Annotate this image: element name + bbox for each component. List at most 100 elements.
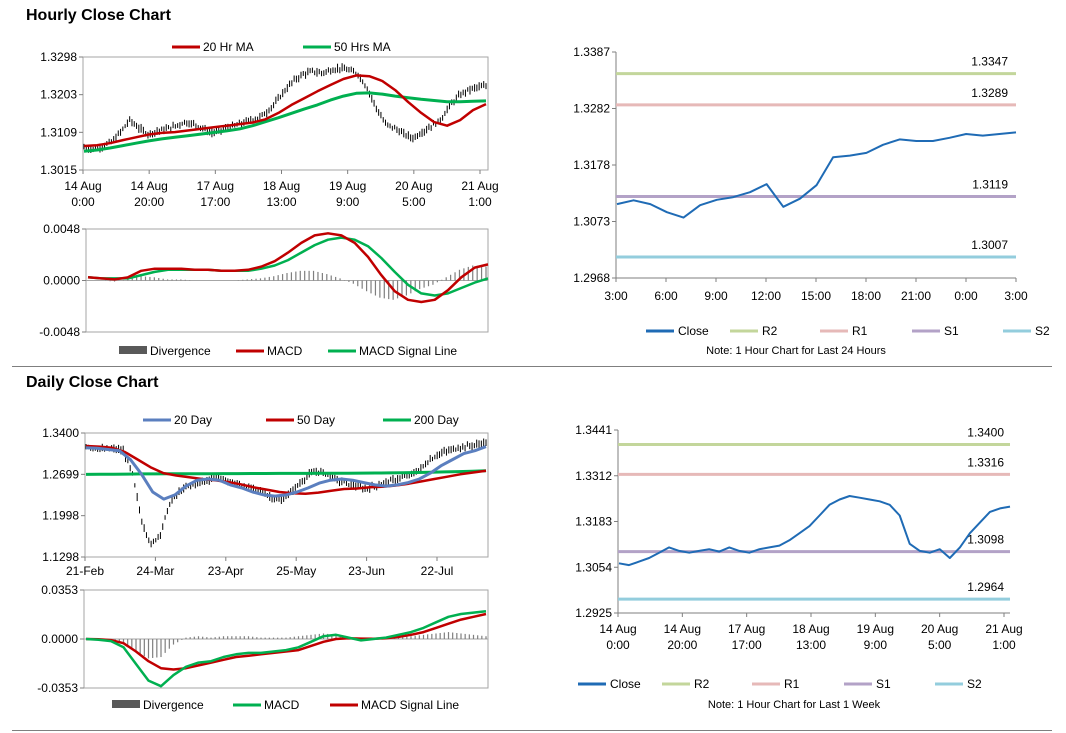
section-divider — [12, 366, 1052, 367]
hourly-pivot-ytick-label: 1.3282 — [573, 102, 610, 116]
weekly-pivot-xtick-label: 0:00 — [606, 638, 630, 652]
hourly-price-xtick-label: 17:00 — [200, 195, 230, 209]
weekly-pivot-legend-label: Close — [610, 677, 641, 691]
hourly-pivot-legend-label: S2 — [1035, 324, 1050, 338]
hourly-price-ytick-label: 1.3109 — [40, 125, 77, 139]
daily-macd-line — [85, 609, 487, 688]
weekly-pivot-xtick-label: 21 Aug — [985, 622, 1022, 636]
weekly-pivot-close-line — [618, 495, 1011, 567]
hourly-macd-legend-swatch — [119, 346, 147, 354]
daily-macd-signal-line — [85, 612, 487, 671]
hourly-pivot-ytick-label: 1.3073 — [573, 215, 610, 229]
hourly-price-xtick-label: 14 Aug — [130, 179, 167, 193]
weekly-pivot-legend-label: S2 — [967, 677, 982, 691]
daily-price-plot-frame — [84, 432, 489, 558]
hourly-price-xtick-label: 1:00 — [468, 195, 492, 209]
weekly-pivot-xtick-label: 1:00 — [992, 638, 1016, 652]
weekly-pivot-xtick-label: 14 Aug — [664, 622, 701, 636]
hourly-macd-ytick-label: -0.0048 — [39, 325, 80, 339]
weekly-pivot-legend-label: R2 — [694, 677, 710, 691]
hourly-20hr-ma-line — [83, 74, 487, 148]
weekly-pivot-ytick-label: 1.3312 — [575, 469, 612, 483]
weekly-pivot-s1-level-label: 1.3098 — [967, 533, 1004, 547]
hourly-price-ytick-label: 1.3298 — [40, 50, 77, 64]
hourly-pivot-legend-label: S1 — [944, 324, 959, 338]
hourly-pivot-legend-label: R2 — [762, 324, 778, 338]
hourly-pivot-ytick-label: 1.2968 — [573, 271, 610, 285]
weekly-pivot-note: Note: 1 Hour Chart for Last 1 Week — [708, 699, 881, 711]
hourly-pivot-r2-level-label: 1.3347 — [971, 55, 1008, 69]
weekly-pivot-xtick-label: 17:00 — [732, 638, 762, 652]
daily-price-ytick-label: 1.1298 — [42, 550, 79, 564]
weekly-pivot-ytick-label: 1.3183 — [575, 515, 612, 529]
daily-price-xtick-label: 22-Jul — [421, 564, 454, 578]
hourly-macd-legend-label: MACD Signal Line — [359, 344, 457, 358]
hourly-section-title: Hourly Close Chart — [26, 7, 171, 24]
daily-price-legend-label: 20 Day — [174, 413, 212, 427]
hourly-pivot-r1-level-label: 1.3289 — [971, 86, 1008, 100]
hourly-price-xtick-label: 17 Aug — [197, 179, 234, 193]
hourly-pivot-legend-label: Close — [678, 324, 709, 338]
hourly-macd-legend-label: MACD — [267, 344, 303, 358]
daily-price-legend-label: 50 Day — [297, 413, 335, 427]
hourly-pivot-ytick-label: 1.3178 — [573, 158, 610, 172]
hourly-price-ytick-label: 1.3015 — [40, 163, 77, 177]
hourly-price-xtick-label: 13:00 — [266, 195, 296, 209]
hourly-pivot-legend-label: R1 — [852, 324, 868, 338]
hourly-price-xtick-label: 0:00 — [71, 195, 95, 209]
hourly-pivot-xtick-label: 3:00 — [604, 289, 628, 303]
weekly-pivot-xtick-label: 17 Aug — [728, 622, 765, 636]
weekly-pivot-legend-label: S1 — [876, 677, 891, 691]
daily-macd-legend-label: Divergence — [143, 698, 204, 712]
daily-section-title: Daily Close Chart — [26, 374, 159, 391]
hourly-price-xtick-label: 19 Aug — [329, 179, 366, 193]
hourly-pivot-xtick-label: 18:00 — [851, 289, 881, 303]
daily-price-xtick-label: 25-May — [276, 564, 316, 578]
weekly-pivot-xtick-label: 18 Aug — [792, 622, 829, 636]
hourly-macd-ytick-label: 0.0048 — [43, 222, 80, 236]
hourly-price-xtick-label: 20:00 — [134, 195, 164, 209]
hourly-macd-line — [87, 232, 489, 304]
hourly-pivot-xtick-label: 6:00 — [654, 289, 678, 303]
hourly-pivot-xtick-label: 21:00 — [901, 289, 931, 303]
daily-price-xtick-label: 23-Apr — [208, 564, 244, 578]
daily-price-xtick-label: 21-Feb — [66, 564, 104, 578]
weekly-pivot-legend-label: R1 — [784, 677, 800, 691]
hourly-macd-signal-line — [87, 236, 489, 297]
hourly-pivot-xtick-label: 15:00 — [801, 289, 831, 303]
hourly-price-legend-label: 20 Hr MA — [203, 40, 254, 54]
daily-20day-line — [85, 445, 487, 501]
daily-price-ytick-label: 1.3400 — [42, 426, 79, 440]
daily-price-legend-label: 200 Day — [414, 413, 459, 427]
hourly-pivot-xtick-label: 12:00 — [751, 289, 781, 303]
weekly-pivot-xtick-label: 9:00 — [864, 638, 888, 652]
daily-macd-ytick-label: 0.0000 — [41, 632, 78, 646]
hourly-price-xtick-label: 21 Aug — [461, 179, 498, 193]
daily-macd-legend-label: MACD — [264, 698, 300, 712]
daily-200day-line — [85, 469, 487, 476]
hourly-pivot-note: Note: 1 Hour Chart for Last 24 Hours — [706, 345, 886, 357]
hourly-price-ytick-label: 1.3203 — [40, 88, 77, 102]
daily-50day-line — [85, 444, 487, 496]
weekly-pivot-xtick-label: 14 Aug — [599, 622, 636, 636]
weekly-pivot-xtick-label: 20 Aug — [921, 622, 958, 636]
hourly-macd-legend-label: Divergence — [150, 344, 211, 358]
hourly-pivot-xtick-label: 0:00 — [954, 289, 978, 303]
weekly-pivot-xtick-label: 19 Aug — [857, 622, 894, 636]
weekly-pivot-xtick-label: 5:00 — [928, 638, 952, 652]
daily-macd-legend-swatch — [112, 700, 140, 708]
daily-macd-ytick-label: 0.0353 — [41, 583, 78, 597]
daily-price-xtick-label: 23-Jun — [348, 564, 385, 578]
hourly-pivot-close-line — [616, 131, 1017, 219]
daily-macd-legend-label: MACD Signal Line — [361, 698, 459, 712]
weekly-pivot-ytick-label: 1.2925 — [575, 606, 612, 620]
daily-price-xtick-label: 24-Mar — [136, 564, 174, 578]
hourly-pivot-s1-level-label: 1.3119 — [972, 178, 1008, 192]
daily-price-ytick-label: 1.2699 — [42, 467, 79, 481]
hourly-price-xtick-label: 9:00 — [336, 195, 360, 209]
daily-price-ytick-label: 1.1998 — [42, 509, 79, 523]
daily-macd-ytick-label: -0.0353 — [37, 681, 78, 695]
hourly-macd-ytick-label: 0.0000 — [43, 274, 80, 288]
hourly-price-xtick-label: 18 Aug — [263, 179, 300, 193]
